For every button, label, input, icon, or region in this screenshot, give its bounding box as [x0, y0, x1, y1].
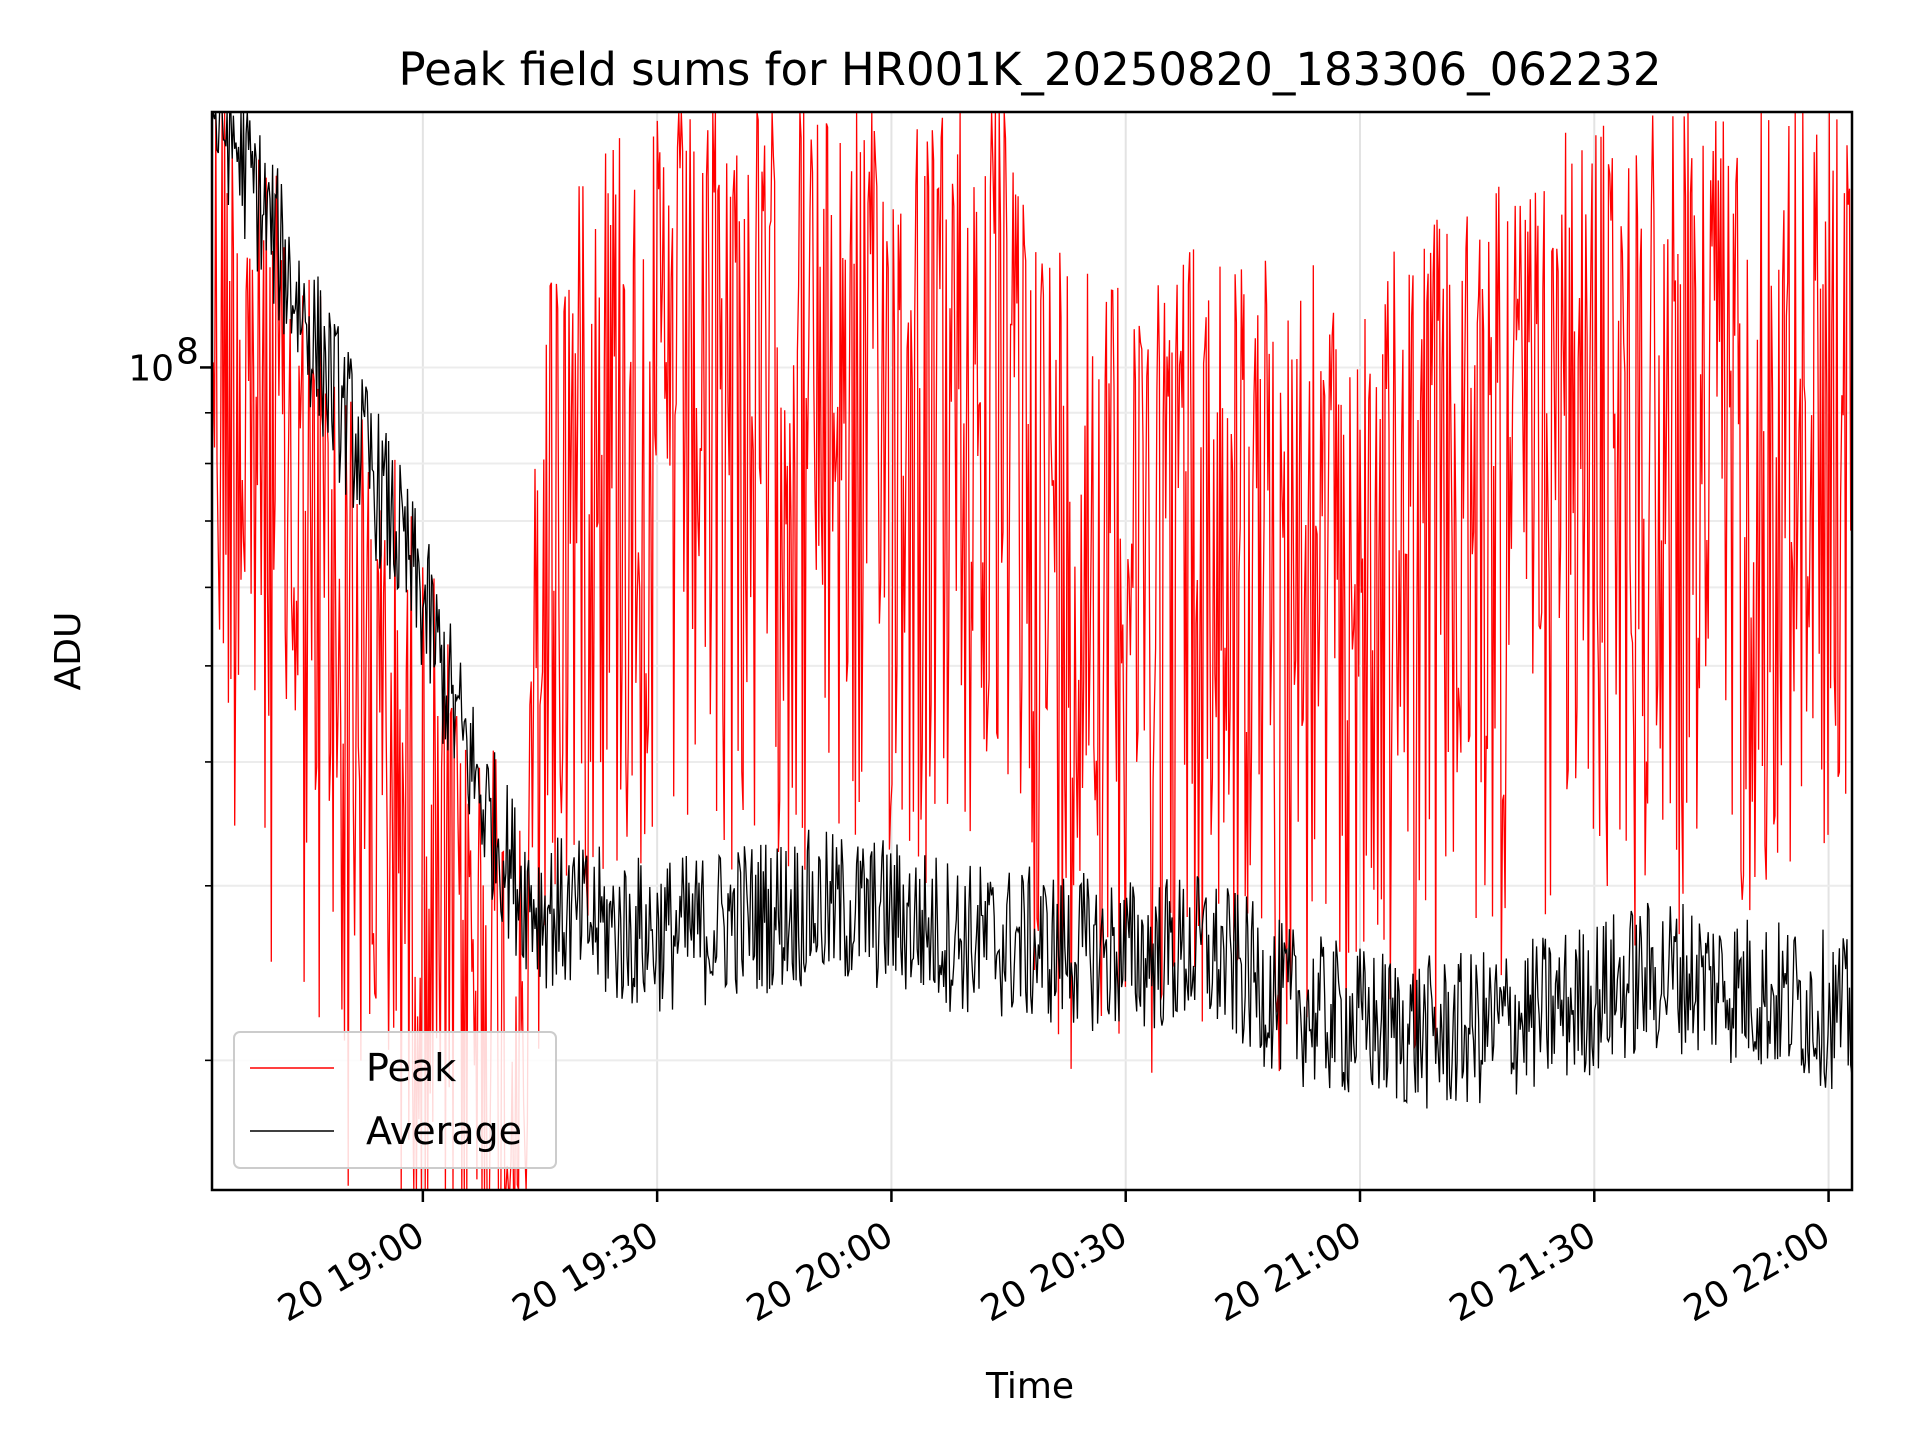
x-tick-label: 20 22:00 — [1677, 1214, 1837, 1330]
chart-title: Peak field sums for HR001K_20250820_1833… — [399, 43, 1662, 96]
y-axis: 10 8 — [128, 331, 212, 1062]
legend: Peak Average — [233, 1031, 557, 1169]
x-tick-label: 20 19:30 — [506, 1214, 666, 1330]
series-line-average — [212, 112, 1852, 1109]
series-layer — [212, 112, 1852, 1190]
legend-label-average: Average — [366, 1109, 522, 1153]
series-line-peak — [212, 112, 1852, 1190]
plot-frame — [210, 110, 1854, 1192]
x-tick-label: 20 19:00 — [271, 1214, 431, 1330]
legend-box — [233, 1031, 557, 1169]
y-tick-exponent: 8 — [176, 331, 199, 372]
y-axis-label: ADU — [48, 612, 89, 691]
x-tick-label: 20 21:00 — [1209, 1214, 1369, 1330]
x-axis-label: Time — [985, 1366, 1074, 1407]
x-tick-label: 20 20:30 — [974, 1214, 1134, 1330]
x-axis: 20 19:00 20 19:30 20 20:00 20 20:30 20 21:00… — [271, 1190, 1837, 1330]
x-tick-label: 20 20:00 — [740, 1214, 900, 1330]
legend-label-peak: Peak — [366, 1046, 456, 1090]
y-tick-label: 10 — [128, 348, 174, 389]
x-tick-label: 20 21:30 — [1443, 1214, 1603, 1330]
